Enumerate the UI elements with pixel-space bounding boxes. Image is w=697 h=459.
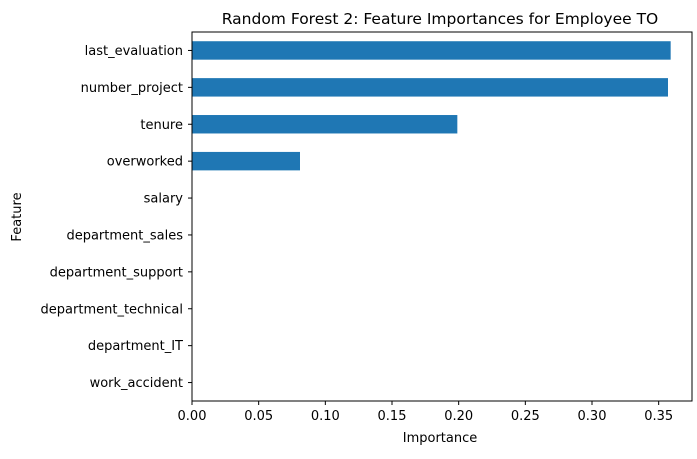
y-tick-label: department_support	[50, 265, 183, 280]
y-tick-label: department_IT	[88, 339, 183, 354]
x-tick-label: 0.35	[644, 409, 673, 424]
x-tick-label: 0.05	[244, 409, 273, 424]
x-axis: 0.00 0.05 0.10 0.15 0.20 0.25 0.30 0.35	[178, 401, 673, 424]
bar-last_evaluation	[192, 41, 671, 60]
plot-frame	[191, 31, 693, 402]
y-tick-label: overworked	[107, 155, 183, 170]
y-tick-label: last_evaluation	[85, 44, 183, 59]
x-tick-label: 0.30	[578, 409, 607, 424]
bar-tenure	[192, 115, 458, 134]
y-tick-label: number_project	[81, 81, 183, 96]
x-axis-label: Importance	[403, 431, 478, 446]
x-tick-label: 0.25	[511, 409, 540, 424]
y-tick-label: department_sales	[66, 228, 183, 243]
bar-overworked	[192, 151, 300, 171]
x-tick-label: 0.20	[444, 409, 473, 424]
y-tick-label: tenure	[140, 118, 183, 133]
x-tick-label: 0.15	[378, 409, 407, 424]
y-axis-label: Feature	[10, 192, 25, 241]
y-tick-label: salary	[144, 192, 184, 207]
bar-number_project	[192, 78, 668, 97]
bars-layer	[192, 41, 671, 171]
chart-title: Random Forest 2: Feature Importances for…	[222, 10, 659, 28]
x-tick-label: 0.00	[178, 409, 207, 424]
y-tick-label: work_accident	[90, 376, 183, 391]
y-tick-label: department_technical	[41, 302, 183, 317]
x-tick-label: 0.10	[311, 409, 340, 424]
